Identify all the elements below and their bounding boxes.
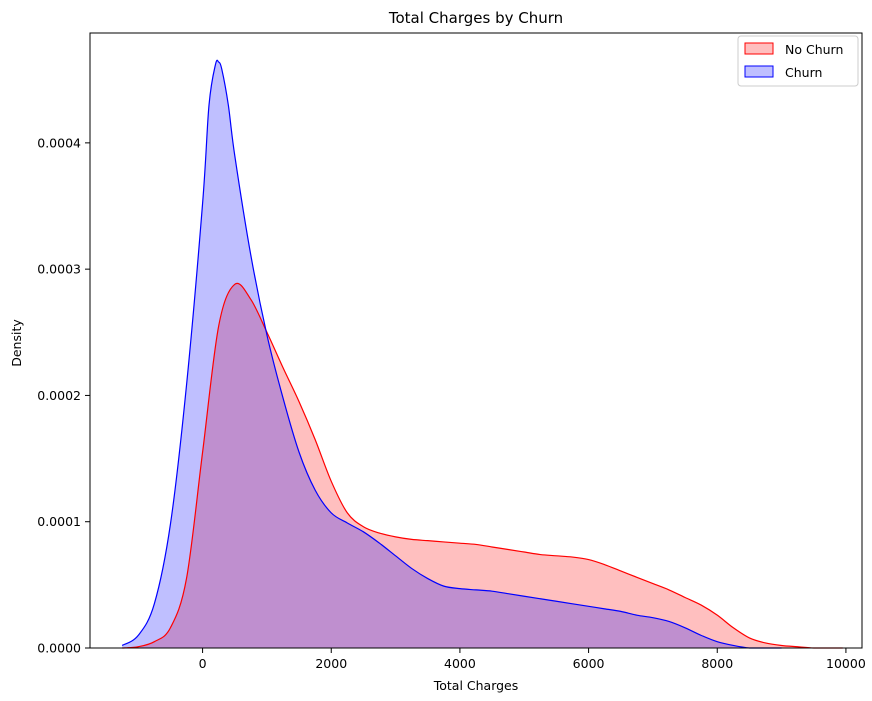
legend-label-churn: Churn xyxy=(785,65,822,80)
density-areas xyxy=(122,60,843,649)
x-tick-label: 8000 xyxy=(701,656,733,671)
plot-area xyxy=(121,59,843,649)
y-tick-label: 0.0004 xyxy=(37,135,81,150)
x-axis-ticks: 0 2000 4000 6000 8000 10000 xyxy=(199,648,866,671)
x-tick-label: 0 xyxy=(199,656,207,671)
density-line-churn xyxy=(121,59,782,649)
x-tick-label: 2000 xyxy=(315,656,347,671)
y-tick-label: 0.0003 xyxy=(37,262,81,277)
plot-frame xyxy=(89,32,863,649)
chart-title: Total Charges by Churn xyxy=(388,9,563,27)
density-line-no-churn xyxy=(122,282,843,649)
legend-box xyxy=(737,35,859,87)
legend-swatch-no-churn xyxy=(744,42,774,55)
y-tick-label: 0.0000 xyxy=(37,641,81,656)
y-tick-label: 0.0001 xyxy=(37,514,81,529)
y-tick-label: 0.0002 xyxy=(37,388,81,403)
x-tick-label: 6000 xyxy=(573,656,605,671)
x-tick-label: 10000 xyxy=(826,656,866,671)
legend-swatch-churn xyxy=(744,65,774,78)
y-axis-label: Density xyxy=(9,319,24,367)
legend-label-no-churn: No Churn xyxy=(785,42,843,57)
legend: No Churn Churn xyxy=(737,35,859,87)
density-area-churn xyxy=(122,60,782,649)
density-area-no-churn xyxy=(122,283,843,648)
x-axis-label: Total Charges xyxy=(433,678,519,693)
density-lines xyxy=(121,59,843,649)
x-tick-label: 4000 xyxy=(444,656,476,671)
y-axis-ticks: 0.0000 0.0001 0.0002 0.0003 0.0004 xyxy=(37,135,90,656)
